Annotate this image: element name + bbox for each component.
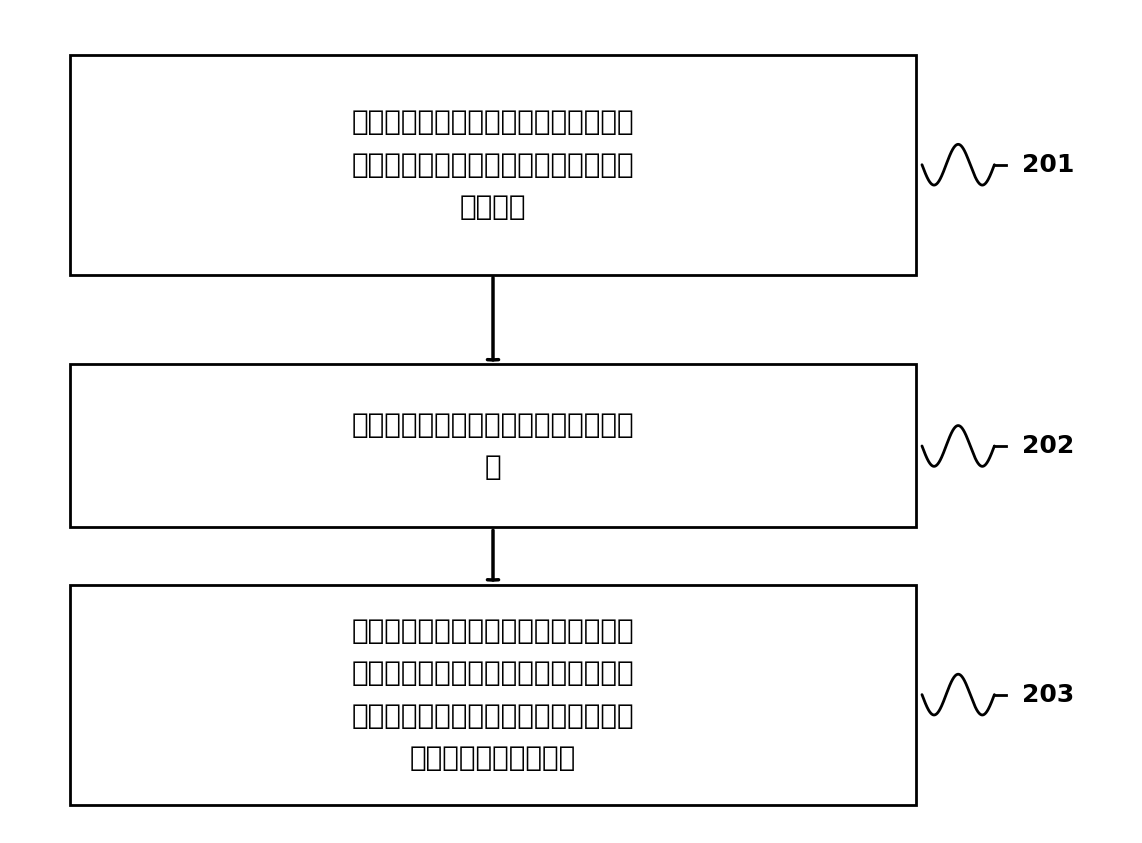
Text: 根据抗混叠滤波函数和采样点数量，对: 根据抗混叠滤波函数和采样点数量，对 — [352, 617, 634, 645]
Text: 根据有效采样范围和预先设定的空间采: 根据有效采样范围和预先设定的空间采 — [352, 108, 634, 137]
Text: 样点数量: 样点数量 — [460, 193, 526, 221]
FancyBboxPatch shape — [70, 55, 916, 275]
FancyBboxPatch shape — [70, 584, 916, 805]
Text: 处理后的空间采样讯号: 处理后的空间采样讯号 — [410, 744, 576, 772]
Text: 201: 201 — [1022, 153, 1075, 177]
Text: 203: 203 — [1022, 683, 1075, 706]
FancyBboxPatch shape — [70, 364, 916, 528]
Text: 数: 数 — [484, 454, 501, 481]
Text: 算，获取对掩模函数和抗混叠滤波函数: 算，获取对掩模函数和抗混叠滤波函数 — [352, 701, 634, 730]
Text: 抗混叠滤波函数及掩模函数采用卷积运: 抗混叠滤波函数及掩模函数采用卷积运 — [352, 659, 634, 687]
Text: 根据空间采样间隔，建立抗混叠滤波函: 根据空间采样间隔，建立抗混叠滤波函 — [352, 411, 634, 438]
Text: 202: 202 — [1022, 434, 1075, 458]
Text: 样间隔，确定对掩模函数离散采样的采: 样间隔，确定对掩模函数离散采样的采 — [352, 151, 634, 179]
